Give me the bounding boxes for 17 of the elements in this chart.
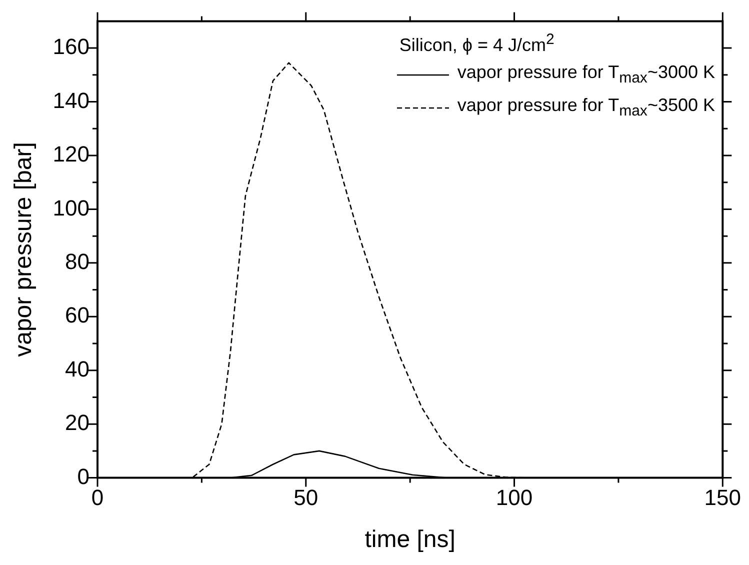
x-tick-label: 150 bbox=[704, 485, 742, 510]
legend-label: vapor pressure for T$_{max}$~3000 K bbox=[457, 61, 715, 89]
x-tick-label: 100 bbox=[496, 485, 533, 510]
y-tick-label: 160 bbox=[52, 34, 90, 60]
y-tick-label: 80 bbox=[65, 248, 90, 274]
legend-label: vapor pressure for T$_{max}$~3500 K bbox=[457, 94, 715, 122]
y-tick-label: 40 bbox=[65, 356, 90, 382]
legend-title: Silicon, ϕ = 4 J/cm$^{2}$ bbox=[399, 30, 556, 57]
y-tick-label: 100 bbox=[52, 195, 90, 220]
y-tick-label: 0 bbox=[77, 464, 90, 489]
x-tick-label: 50 bbox=[294, 485, 318, 510]
y-axis-title: vapor pressure [bar] bbox=[10, 142, 38, 357]
y-tick-label: 120 bbox=[52, 142, 90, 167]
y-tick-label: 20 bbox=[65, 410, 90, 436]
y-tick-label: 60 bbox=[65, 302, 90, 328]
x-axis-title: time [ns] bbox=[364, 526, 456, 554]
y-tick-label: 140 bbox=[52, 88, 90, 113]
